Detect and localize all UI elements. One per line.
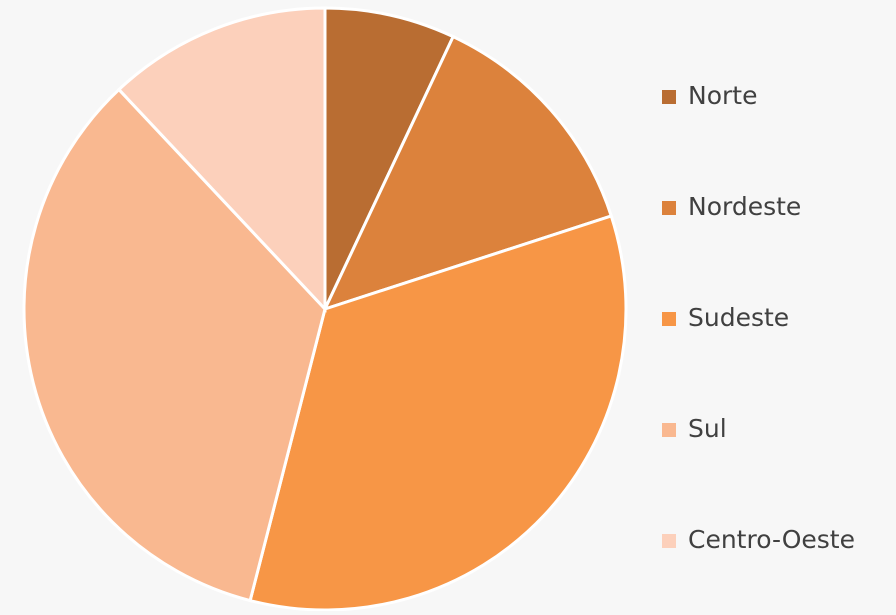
pie-slice (22, 87, 327, 603)
legend-swatch (662, 201, 676, 215)
legend-label: Norte (688, 81, 757, 110)
legend-swatch (662, 312, 676, 326)
pie-slice (322, 34, 614, 312)
legend-label: Centro-Oeste (688, 525, 855, 554)
pie-slice (116, 6, 327, 313)
legend-label: Sul (688, 414, 727, 443)
legend-label: Nordeste (688, 192, 801, 221)
legend-swatch (662, 423, 676, 437)
pie-slice (323, 6, 456, 310)
pie-slice (248, 214, 628, 612)
legend-swatch (662, 90, 676, 104)
legend-label: Sudeste (688, 303, 789, 332)
legend-swatch (662, 534, 676, 548)
